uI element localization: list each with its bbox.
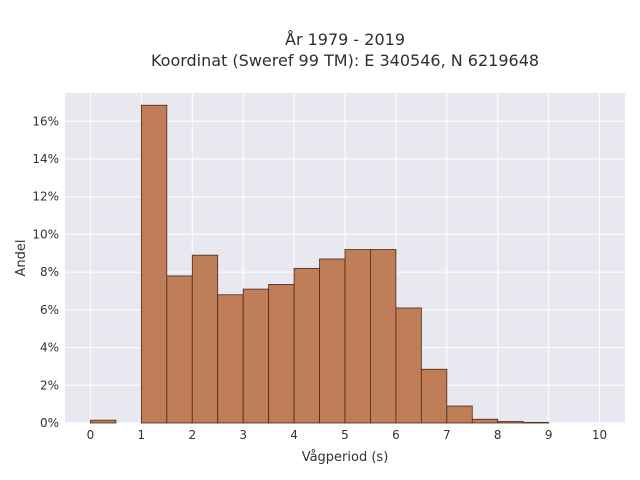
histogram-bar — [90, 419, 117, 424]
y-tick-label: 4% — [40, 341, 59, 355]
x-tick-label: 6 — [392, 428, 400, 442]
histogram-bar — [497, 421, 524, 424]
histogram-bar — [166, 275, 193, 424]
histogram-bar — [370, 249, 397, 424]
histogram-bar — [140, 104, 168, 424]
y-tick-label: 2% — [40, 378, 59, 392]
x-tick-label: 2 — [188, 428, 196, 442]
x-tick-label: 4 — [290, 428, 298, 442]
x-axis-label: Vågperiod (s) — [302, 450, 389, 465]
chart-title-line2: Koordinat (Sweref 99 TM): E 340546, N 62… — [151, 51, 539, 70]
histogram-bar — [522, 422, 550, 424]
histogram-bar — [344, 249, 371, 424]
histogram-bar — [242, 288, 270, 424]
x-tick-label: 1 — [138, 428, 146, 442]
y-tick-label: 10% — [32, 227, 59, 241]
histogram-bar — [420, 368, 448, 424]
y-tick-label: 16% — [32, 114, 59, 128]
y-tick-label: 12% — [32, 190, 59, 204]
histogram-bar — [268, 283, 295, 424]
histogram-bar — [191, 254, 219, 424]
x-tick-label: 9 — [545, 428, 553, 442]
x-tick-label: 3 — [239, 428, 247, 442]
histogram-bar — [446, 405, 473, 424]
x-axis-ticks: 0 1 2 3 4 5 6 7 8 9 10 — [87, 428, 608, 442]
y-tick-label: 0% — [40, 416, 59, 430]
x-tick-label: 10 — [592, 428, 607, 442]
x-tick-label: 0 — [87, 428, 95, 442]
y-tick-label: 8% — [40, 265, 59, 279]
y-tick-label: 6% — [40, 303, 59, 317]
y-axis-ticks: 0% 2% 4% 6% 8% 10% 12% 14% 16% — [32, 114, 59, 430]
histogram-bar — [395, 307, 422, 424]
histogram-bar — [217, 294, 244, 424]
bars-group — [90, 104, 550, 424]
x-tick-label: 8 — [494, 428, 502, 442]
x-tick-label: 5 — [341, 428, 349, 442]
histogram-bar — [293, 267, 320, 424]
y-tick-label: 14% — [32, 152, 59, 166]
histogram-bar — [471, 418, 499, 424]
x-tick-label: 7 — [443, 428, 451, 442]
histogram-bar — [319, 258, 346, 424]
chart-title-line1: År 1979 - 2019 — [285, 30, 405, 49]
y-axis-label: Andel — [14, 240, 29, 277]
